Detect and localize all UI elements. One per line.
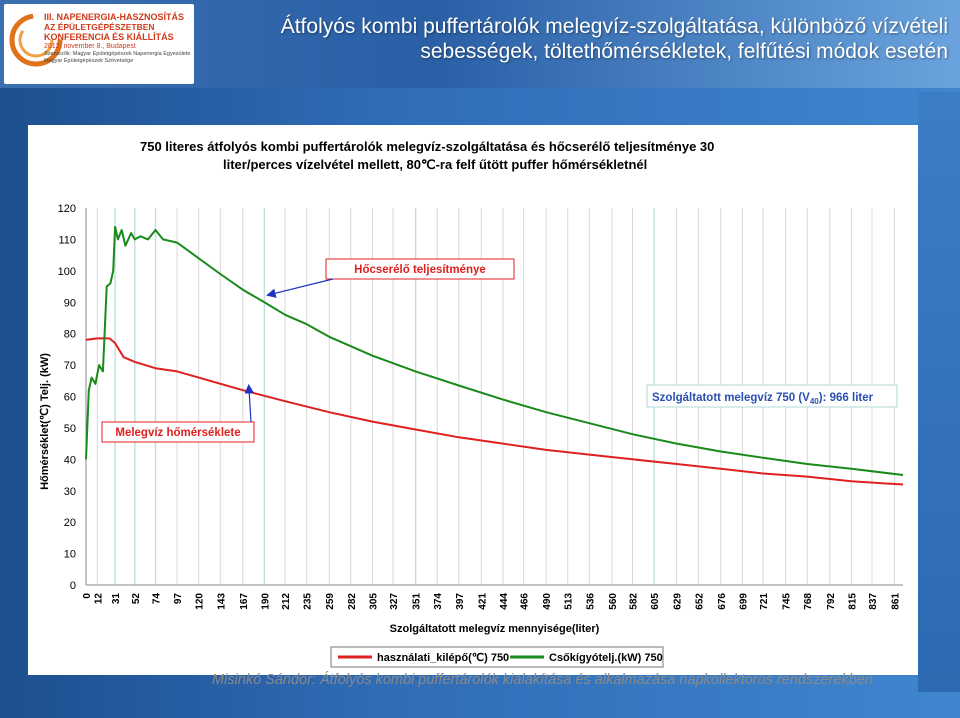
annotation-label: Melegvíz hőmérséklete <box>115 427 240 439</box>
x-tick-label: 97 <box>173 593 184 605</box>
y-tick-label: 20 <box>64 517 76 529</box>
x-tick-label: 768 <box>803 593 814 610</box>
x-tick-label: 235 <box>303 593 314 610</box>
x-tick-label: 190 <box>260 593 271 610</box>
x-tick-label: 513 <box>564 593 575 610</box>
x-tick-label: 444 <box>499 593 510 610</box>
line-chart: 750 literes átfolyós kombi puffertárolók… <box>39 139 904 668</box>
y-tick-label: 10 <box>64 549 76 561</box>
y-tick-label: 90 <box>64 297 76 309</box>
y-tick-label: 110 <box>58 234 76 246</box>
y-tick-label: 30 <box>64 486 76 498</box>
y-tick-label: 100 <box>58 266 76 278</box>
x-tick-label: 837 <box>868 593 879 610</box>
y-tick-label: 120 <box>58 203 76 215</box>
x-tick-label: 0 <box>82 593 93 599</box>
logo-text-line: AZ ÉPÜLETGÉPÉSZETBEN <box>44 22 155 32</box>
y-tick-label: 40 <box>64 454 76 466</box>
annotation-box <box>325 258 515 280</box>
annotation-arrow <box>244 383 255 423</box>
legend-label: használati_kilépő(℃) 750 <box>377 652 509 664</box>
x-tick-label: 305 <box>368 593 379 610</box>
y-tick-label: 70 <box>64 360 76 372</box>
x-tick-label: 490 <box>542 593 553 610</box>
decorative-side-block <box>918 92 960 692</box>
x-tick-label: 629 <box>673 593 684 610</box>
chart-title-line: liter/perces vízelvétel mellett, 80℃-ra … <box>223 157 647 172</box>
x-tick-label: 536 <box>585 593 596 610</box>
annotation-arrow <box>266 278 334 298</box>
x-tick-label: 815 <box>847 593 858 610</box>
x-tick-label: 167 <box>239 593 250 610</box>
logo-text-line: Magyar Épületgépészek Szövetsége <box>44 58 134 64</box>
x-tick-label: 560 <box>608 593 619 610</box>
y-tick-label: 0 <box>70 580 76 592</box>
y-tick-label: 60 <box>64 392 76 404</box>
x-tick-label: 466 <box>520 593 531 610</box>
y-tick-label: 80 <box>64 329 76 341</box>
x-tick-label: 74 <box>151 593 162 605</box>
x-tick-label: 582 <box>629 593 640 610</box>
annotation-box <box>646 384 898 408</box>
x-tick-label: 721 <box>759 593 770 610</box>
x-tick-label: 212 <box>281 593 292 610</box>
series-line-2 <box>85 225 904 476</box>
x-tick-label: 699 <box>738 593 749 610</box>
legend-box <box>330 646 664 668</box>
series-line-1 <box>85 337 904 486</box>
x-tick-label: 397 <box>455 593 466 610</box>
annotation-box <box>101 421 255 443</box>
x-tick-label: 792 <box>826 593 837 610</box>
logo-text-line: Szervezők: Magyar Épületgépészek Napener… <box>44 51 191 57</box>
logo-text-line: 2012. november 8., Budapest <box>44 43 136 50</box>
chart-title-line: 750 literes átfolyós kombi puffertárolók… <box>140 139 714 154</box>
legend-label: Csőkígyótelj.(kW) 750 <box>549 652 663 664</box>
annotation-label: Hőcserélő teljesítménye <box>354 264 486 276</box>
x-tick-label: 143 <box>216 593 227 610</box>
x-axis-label: Szolgáltatott melegvíz mennyisége(liter) <box>390 623 600 635</box>
annotation-label: Szolgáltatott melegvíz 750 (V40): 966 li… <box>652 392 874 406</box>
conference-logo: III. NAPENERGIA-HASZNOSÍTÁS AZ ÉPÜLETGÉP… <box>4 4 194 84</box>
logo-text-line: III. NAPENERGIA-HASZNOSÍTÁS <box>44 12 185 22</box>
x-tick-label: 52 <box>131 593 142 605</box>
x-tick-label: 861 <box>891 593 902 610</box>
y-axis-label: Hőmérséklet(℃) Telj. (kW) <box>39 353 51 490</box>
x-tick-label: 282 <box>347 593 358 610</box>
chart-title: 750 literes átfolyós kombi puffertárolók… <box>140 139 714 172</box>
footer-citation: Misinkó Sándor: Átfolyós kombi puffertár… <box>212 672 873 688</box>
x-tick-label: 259 <box>325 593 336 610</box>
x-tick-label: 605 <box>650 593 661 610</box>
chart-panel: 750 literes átfolyós kombi puffertárolók… <box>28 125 918 675</box>
x-tick-label: 327 <box>389 593 400 610</box>
x-tick-label: 374 <box>433 593 444 610</box>
x-tick-label: 652 <box>694 593 705 610</box>
x-tick-label: 12 <box>93 593 104 605</box>
x-tick-label: 31 <box>111 593 122 605</box>
logo-circle-icon <box>9 13 63 67</box>
x-tick-label: 421 <box>477 593 488 610</box>
logo-text-line: KONFERENCIA ÉS KIÁLLÍTÁS <box>44 32 174 42</box>
x-tick-label: 351 <box>412 593 423 610</box>
x-tick-label: 120 <box>195 593 206 610</box>
title-bar: III. NAPENERGIA-HASZNOSÍTÁS AZ ÉPÜLETGÉP… <box>0 0 960 88</box>
y-tick-label: 50 <box>64 423 76 435</box>
x-tick-label: 745 <box>782 593 793 610</box>
x-tick-label: 676 <box>717 593 728 610</box>
slide-title: Átfolyós kombi puffertárolók melegvíz-sz… <box>280 15 948 63</box>
